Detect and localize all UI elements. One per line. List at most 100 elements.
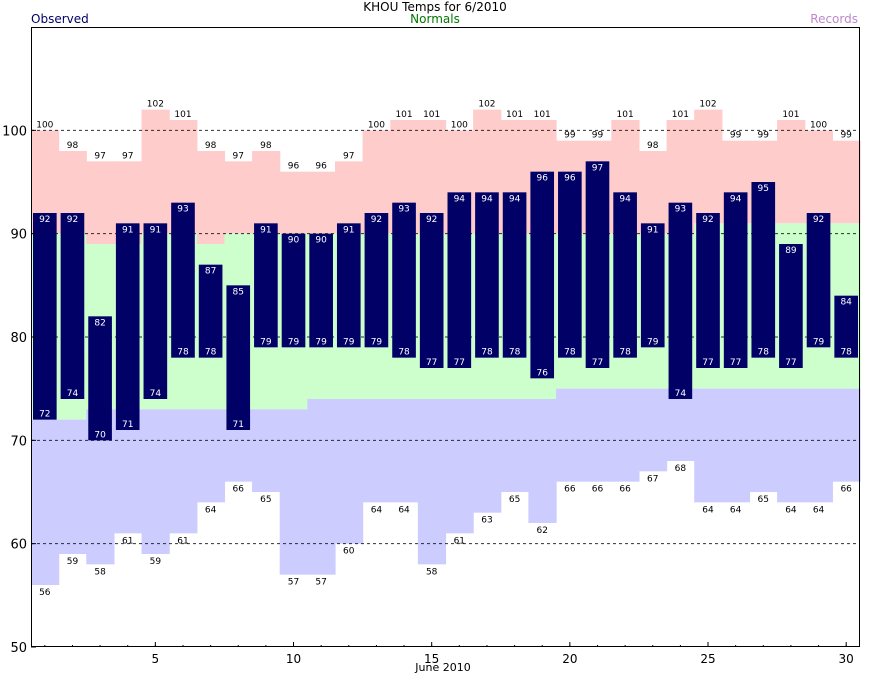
record-low-band: [417, 399, 447, 565]
record-high-label: 100: [810, 120, 827, 130]
observed-low-label: 77: [702, 358, 713, 368]
record-low-label: 63: [481, 516, 492, 526]
observed-high-label: 87: [205, 267, 216, 277]
record-low-label: 64: [702, 505, 714, 515]
record-high-label: 101: [672, 110, 689, 120]
observed-high-label: 84: [840, 298, 852, 308]
observed-low-label: 78: [564, 348, 576, 358]
record-high-band: [832, 140, 861, 224]
observed-low-label: 77: [785, 358, 796, 368]
record-high-label: 97: [94, 151, 105, 161]
observed-bar: [336, 223, 361, 348]
observed-low-label: 79: [647, 337, 659, 347]
record-low-band: [58, 419, 87, 554]
record-low-label: 58: [426, 567, 438, 577]
record-high-label: 101: [423, 110, 440, 120]
x-tick-label: 30: [839, 652, 854, 666]
observed-high-label: 93: [398, 205, 409, 215]
x-tick-label: 15: [424, 652, 439, 666]
observed-high-label: 92: [39, 215, 50, 225]
observed-low-label: 79: [343, 337, 355, 347]
observed-low-label: 70: [94, 430, 106, 440]
record-low-label: 64: [371, 505, 383, 515]
y-tick-label: 90: [10, 228, 27, 243]
record-high-band: [334, 161, 364, 234]
observed-low-label: 72: [39, 410, 50, 420]
observed-bar: [613, 192, 637, 358]
legend-observed: Observed: [31, 12, 89, 26]
record-high-band: [307, 171, 336, 234]
record-high-label: 101: [534, 110, 551, 120]
record-low-label: 66: [619, 485, 631, 495]
record-high-label: 101: [506, 110, 523, 120]
observed-low-label: 78: [509, 348, 521, 358]
observed-bar: [226, 285, 251, 430]
record-low-label: 67: [647, 474, 658, 484]
observed-bar: [834, 295, 858, 358]
record-high-band: [86, 161, 115, 244]
x-tick-label: 10: [286, 652, 301, 666]
observed-high-label: 92: [813, 215, 824, 225]
record-high-band: [804, 130, 833, 224]
record-low-band: [556, 388, 585, 482]
observed-high-label: 82: [94, 318, 105, 328]
record-low-label: 57: [315, 578, 326, 588]
observed-bar: [60, 213, 85, 399]
record-low-band: [196, 409, 226, 503]
observed-low-label: 79: [813, 337, 825, 347]
record-low-label: 61: [454, 536, 465, 546]
y-tick-label: 100: [2, 124, 27, 139]
record-low-band: [141, 409, 170, 554]
observed-high-label: 91: [260, 225, 271, 235]
record-high-label: 99: [840, 131, 852, 141]
record-low-band: [804, 388, 833, 503]
record-high-label: 96: [315, 162, 327, 172]
record-high-label: 96: [288, 162, 300, 172]
observed-high-label: 92: [67, 215, 78, 225]
observed-low-label: 78: [481, 348, 493, 358]
observed-high-label: 91: [150, 225, 161, 235]
record-low-band: [390, 399, 419, 503]
observed-high-label: 94: [454, 194, 466, 204]
observed-high-label: 89: [785, 246, 797, 256]
observed-high-label: 92: [702, 215, 713, 225]
observed-bar: [668, 202, 693, 399]
observed-bar: [585, 161, 610, 368]
record-low-label: 64: [785, 505, 797, 515]
record-low-band: [777, 388, 806, 503]
record-low-label: 64: [813, 505, 825, 515]
record-low-label: 65: [509, 495, 520, 505]
observed-bar: [364, 213, 389, 348]
legend-records: Records: [810, 12, 858, 26]
record-low-label: 65: [758, 495, 769, 505]
record-low-band: [528, 399, 557, 523]
record-low-label: 64: [205, 505, 217, 515]
record-high-label: 102: [478, 100, 495, 110]
record-high-label: 100: [36, 120, 53, 130]
observed-bar: [171, 202, 195, 358]
observed-high-label: 91: [122, 225, 133, 235]
record-high-label: 98: [260, 141, 272, 151]
record-high-band: [638, 151, 668, 234]
observed-low-label: 77: [454, 358, 465, 368]
labels-layer: 92 72 100 56 92 74 98 59 82 70 97 58 91 71 97 61 91 74 102…: [36, 100, 852, 598]
record-low-band: [252, 409, 281, 492]
record-low-label: 66: [592, 485, 604, 495]
observed-high-label: 94: [509, 194, 521, 204]
legend-normals: Normals: [410, 12, 460, 26]
record-low-label: 61: [177, 536, 188, 546]
observed-high-label: 94: [619, 194, 631, 204]
record-high-label: 99: [730, 131, 742, 141]
observed-high-label: 90: [315, 236, 327, 246]
x-tick-label: 5: [152, 652, 160, 666]
record-high-label: 100: [368, 120, 385, 130]
record-low-label: 66: [564, 485, 576, 495]
record-low-band: [362, 399, 391, 503]
record-low-label: 60: [343, 547, 355, 557]
record-low-label: 66: [840, 485, 852, 495]
record-low-band: [638, 388, 668, 472]
observed-bar: [447, 192, 472, 368]
observed-low-label: 76: [536, 368, 548, 378]
record-low-label: 59: [150, 557, 162, 567]
observed-high-label: 96: [564, 174, 576, 184]
